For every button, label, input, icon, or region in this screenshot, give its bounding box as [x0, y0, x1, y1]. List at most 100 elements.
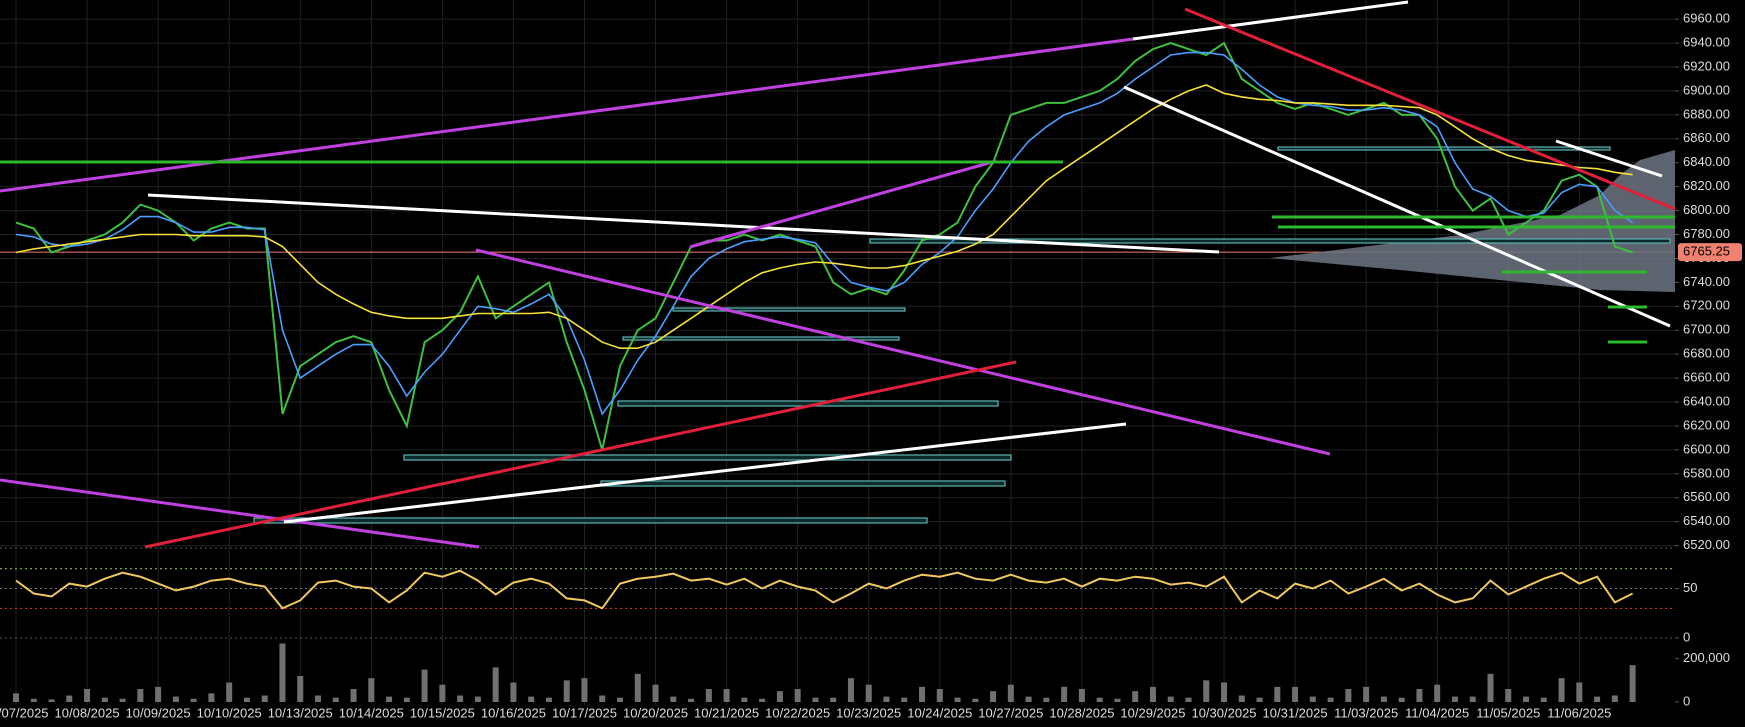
y-tick-label: 6860.00 [1683, 130, 1730, 145]
x-tick-label: 10/09/2025 [126, 705, 191, 720]
volume-bar [457, 695, 464, 702]
volume-bar [581, 678, 588, 702]
volume-bar [386, 696, 393, 702]
series-line [15, 84, 1633, 349]
volume-bar [1469, 696, 1476, 702]
drawings [0, 0, 1676, 549]
volume-bar [492, 667, 499, 702]
trendline [1555, 139, 1663, 178]
y-tick-label: 6800.00 [1683, 202, 1730, 217]
volume-bar [545, 697, 552, 702]
y-tick-label: 6740.00 [1683, 274, 1730, 289]
volume-bar [1096, 697, 1103, 702]
trendline [147, 193, 1220, 254]
volume-bar [1629, 665, 1636, 702]
y-tick-label: 6840.00 [1683, 154, 1730, 169]
volume-bar [1487, 673, 1494, 702]
last-price-label: 6765.25 [1683, 244, 1730, 259]
volume-bar [243, 697, 250, 702]
volume-bar [208, 693, 215, 702]
y-tick-label: 6520.00 [1683, 537, 1730, 552]
x-tick-label: 10/28/2025 [1049, 705, 1114, 720]
x-tick-label: 10/21/2025 [694, 705, 759, 720]
y-tick-label: 6940.00 [1683, 35, 1730, 50]
volume-bar [1274, 686, 1281, 702]
level-box [622, 336, 900, 341]
axes: 10/07/2025 10/08/2025 10/09/2025 10/10/2025… [0, 11, 1742, 720]
volume-bar [1540, 697, 1547, 702]
volume-bar [1203, 680, 1210, 702]
volume-bar [1434, 684, 1441, 702]
volume-bar [350, 689, 357, 702]
volume-bar [1327, 697, 1334, 702]
x-tick-label: 10/30/2025 [1191, 705, 1256, 720]
volume-bar [297, 676, 304, 702]
level-box [600, 480, 1006, 487]
trendline [689, 159, 997, 249]
volume-bar [1558, 678, 1565, 702]
volume-bar [901, 697, 908, 702]
volume-bar [634, 673, 641, 702]
volume-bar [723, 689, 730, 702]
x-tick-label: 10/15/2025 [410, 705, 475, 720]
volume-bar [528, 696, 535, 702]
y-tick-label: 6620.00 [1683, 417, 1730, 432]
volume-bar [1185, 697, 1192, 702]
volume-bar [741, 697, 748, 702]
volume-bar [474, 696, 481, 702]
volume-bar [919, 686, 926, 702]
volume-bar [1061, 686, 1068, 702]
volume-bar [48, 699, 55, 702]
volume-bar [1221, 682, 1228, 702]
volume-bar [652, 684, 659, 702]
y-tick-label: 6960.00 [1683, 11, 1730, 26]
x-tick-label: 10/13/2025 [268, 705, 333, 720]
y-tick-label: 6720.00 [1683, 298, 1730, 313]
volume-bar [1043, 697, 1050, 702]
volume-bar [670, 696, 677, 702]
volume-bar [812, 697, 819, 702]
volume-bar [1292, 686, 1299, 702]
volume-bar [1611, 695, 1618, 702]
volume-bar [1505, 689, 1512, 702]
level-box [869, 238, 1671, 244]
volume-bar [155, 686, 162, 702]
volume-bar [1363, 686, 1370, 702]
x-tick-label: 10/31/2025 [1263, 705, 1328, 720]
volume-bar [137, 689, 144, 702]
volume-bar [759, 698, 766, 702]
x-tick-label: 10/22/2025 [765, 705, 830, 720]
volume-bar [226, 682, 233, 702]
level-box [1277, 146, 1611, 151]
volume-bar [172, 696, 179, 702]
volume-bar [66, 695, 73, 702]
trendline [1184, 7, 1676, 211]
level-box [403, 454, 1012, 461]
x-tick-label: 11/03/2025 [1334, 705, 1398, 720]
y-tick-label: 6580.00 [1683, 465, 1730, 480]
levels [253, 146, 1671, 524]
volume-bar [1380, 696, 1387, 702]
volume-bar [403, 697, 410, 702]
x-tick-label: 11/04/2025 [1405, 705, 1469, 720]
volume-bar [368, 678, 375, 702]
level-box [672, 307, 906, 312]
volume-bar [865, 684, 872, 702]
series-line [15, 569, 1634, 610]
volume-bar [1007, 684, 1014, 702]
volume-bar [883, 696, 890, 702]
x-tick-label: 10/10/2025 [197, 705, 262, 720]
volume-bar [1025, 696, 1032, 702]
volume-bar [1167, 696, 1174, 702]
volume-bar [1451, 696, 1458, 702]
volume-bar [1398, 697, 1405, 702]
y-tick-label: 6680.00 [1683, 346, 1730, 361]
y-tick-label: 6880.00 [1683, 106, 1730, 121]
volume-bar [617, 697, 624, 702]
volume-bar [1576, 682, 1583, 702]
trendline [475, 248, 1331, 456]
x-tick-label: 10/16/2025 [481, 705, 546, 720]
trendline [0, 37, 1134, 193]
